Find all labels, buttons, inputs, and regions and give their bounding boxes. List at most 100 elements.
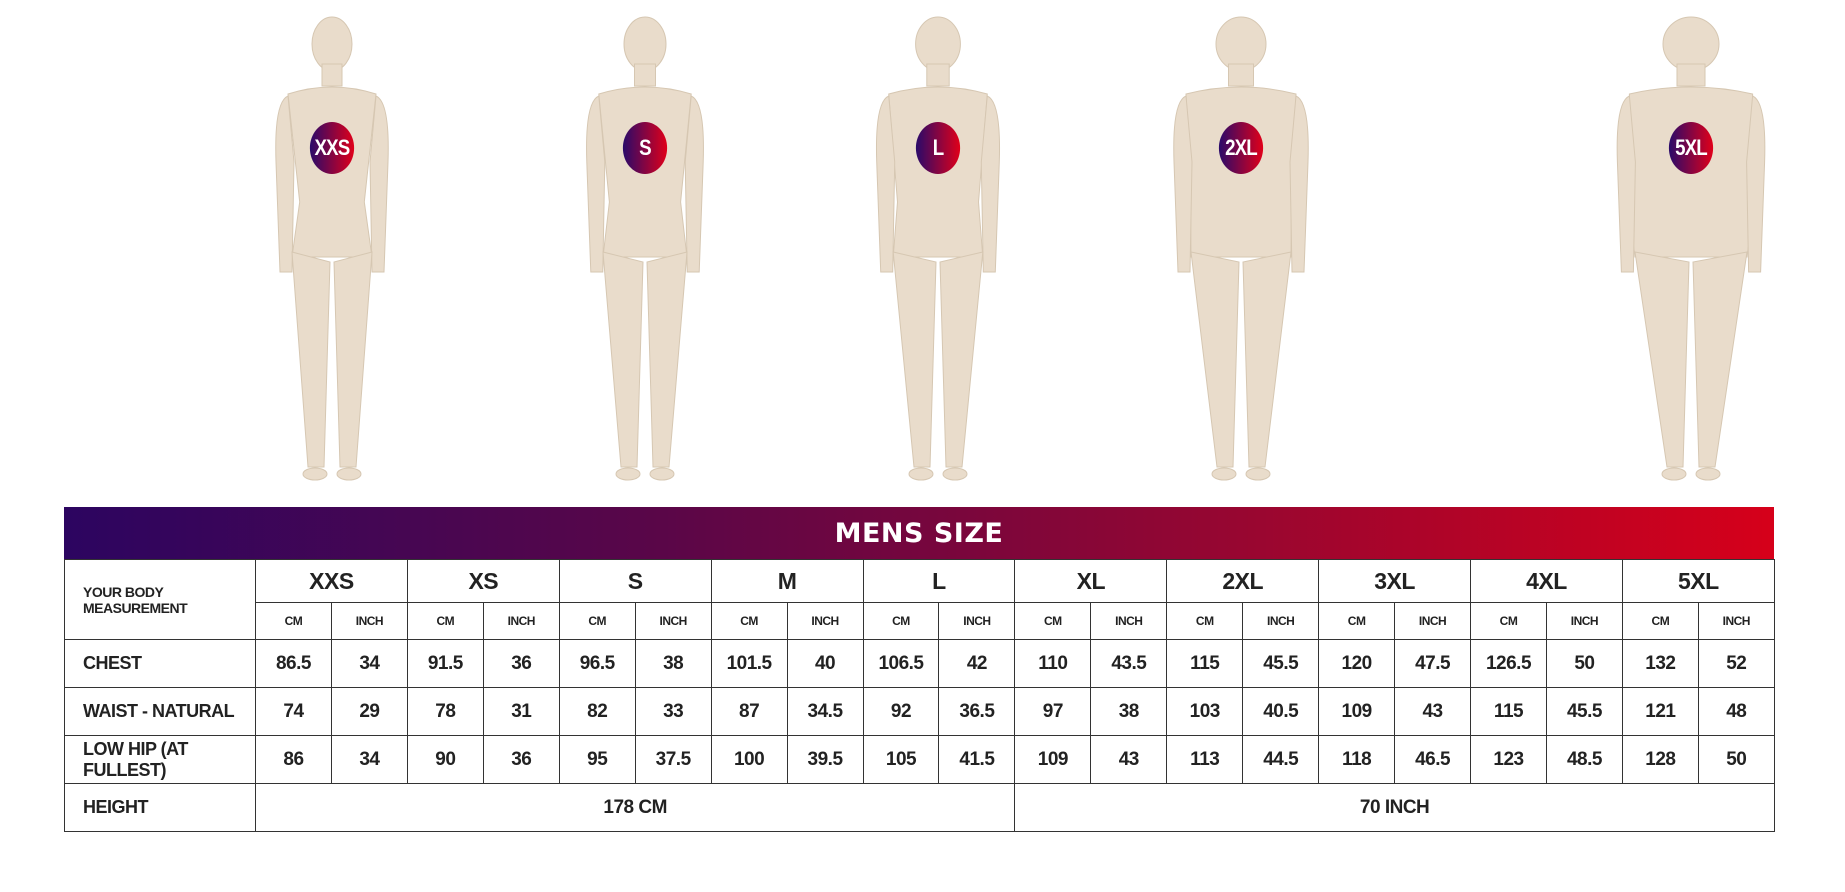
- table-cell: 34.5: [786, 687, 864, 736]
- table-cell: 120: [1318, 639, 1396, 688]
- unit-cm: CM: [862, 602, 940, 640]
- table-cell: 43.5: [1090, 639, 1168, 688]
- table-cell: 45.5: [1242, 639, 1320, 688]
- unit-cm: CM: [1014, 602, 1092, 640]
- table-cell: 47.5: [1394, 639, 1472, 688]
- table-cell: 48.5: [1545, 735, 1623, 784]
- unit-inch: INCH: [1242, 602, 1320, 640]
- table-cell: 42: [938, 639, 1016, 688]
- table-cell: 105: [862, 735, 940, 784]
- table-cell: 115: [1470, 687, 1547, 736]
- table-cell: 41.5: [938, 735, 1016, 784]
- table-cell: 36: [482, 639, 560, 688]
- mannequin-icon: [875, 16, 1001, 481]
- size-header: XS: [406, 559, 560, 603]
- table-cell: 118: [1318, 735, 1396, 784]
- size-badge: 2XL: [1218, 122, 1264, 174]
- table-cell: 95: [558, 735, 636, 784]
- table-cell: 103: [1166, 687, 1244, 736]
- table-cell: 45.5: [1545, 687, 1623, 736]
- size-badge: S: [622, 122, 668, 174]
- table-cell: 33: [634, 687, 712, 736]
- size-header: 3XL: [1318, 559, 1472, 603]
- table-cell: 44.5: [1242, 735, 1320, 784]
- mannequin-icon: [586, 16, 704, 481]
- table-cell: 86: [255, 735, 332, 784]
- table-cell: 34: [330, 639, 408, 688]
- table-cell: 97: [1014, 687, 1092, 736]
- corner-label: YOUR BODY MEASUREMENT: [64, 559, 256, 640]
- table-cell: 74: [255, 687, 332, 736]
- table-cell: 40: [786, 639, 864, 688]
- unit-header-row: CM INCH CM INCH CM INCH CM INCH CM INCH CM INCH CM IN…: [65, 602, 1775, 640]
- table-cell: 43: [1394, 687, 1472, 736]
- size-badge: XXS: [309, 122, 355, 174]
- table-cell: 109: [1014, 735, 1092, 784]
- size-header: M: [710, 559, 864, 603]
- unit-inch: INCH: [1394, 602, 1472, 640]
- mannequin-figure: L: [848, 12, 1028, 482]
- unit-cm: CM: [255, 602, 332, 640]
- table-cell: 91.5: [406, 639, 484, 688]
- table-cell: 46.5: [1394, 735, 1472, 784]
- table-cell: 87: [710, 687, 788, 736]
- unit-inch: INCH: [786, 602, 864, 640]
- height-inch: 70 INCH: [1014, 783, 1775, 832]
- unit-cm: CM: [710, 602, 788, 640]
- unit-cm: CM: [406, 602, 484, 640]
- table-cell: 48: [1697, 687, 1775, 736]
- unit-cm: CM: [558, 602, 636, 640]
- size-header: XXS: [255, 559, 408, 603]
- table-cell: 92: [862, 687, 940, 736]
- unit-inch: INCH: [1697, 602, 1775, 640]
- table-cell: 39.5: [786, 735, 864, 784]
- unit-cm: CM: [1166, 602, 1244, 640]
- mannequin-figure: 5XL: [1601, 12, 1781, 482]
- mannequin-icon: [275, 16, 389, 481]
- table-cell: 115: [1166, 639, 1244, 688]
- mannequin-figure: S: [555, 12, 735, 482]
- table-cell: 38: [634, 639, 712, 688]
- table-row: CHEST 86.5 34 91.5 36 96.5 38 101.5 40 106.5 42 110…: [64, 639, 1775, 688]
- table-cell: 96.5: [558, 639, 636, 688]
- table-cell: 34: [330, 735, 408, 784]
- table-cell: 52: [1697, 639, 1775, 688]
- mannequin-figure: 2XL: [1151, 12, 1331, 482]
- table-cell: 123: [1470, 735, 1547, 784]
- table-cell: 50: [1545, 639, 1623, 688]
- table-row: LOW HIP (AT FULLEST) 86 34 90 36 95 37.5 100 39.…: [64, 735, 1775, 784]
- unit-inch: INCH: [330, 602, 408, 640]
- unit-inch: INCH: [1545, 602, 1623, 640]
- table-row: WAIST - NATURAL 74 29 78 31 82 33 87 34.5 92 36.5 9…: [64, 687, 1775, 736]
- size-badge: L: [915, 122, 961, 174]
- size-header: 4XL: [1470, 559, 1623, 603]
- table-cell: 100: [710, 735, 788, 784]
- table-cell: 109: [1318, 687, 1396, 736]
- size-badge: 5XL: [1668, 122, 1714, 174]
- table-cell: 31: [482, 687, 560, 736]
- row-label: WAIST - NATURAL: [64, 687, 256, 736]
- height-row: HEIGHT 178 CM 70 INCH: [64, 783, 1775, 832]
- size-table: YOUR BODY MEASUREMENT XXS XS S M L XL 2XL 3XL 4XL…: [64, 559, 1775, 832]
- table-cell: 36: [482, 735, 560, 784]
- mannequin-icon: [1616, 16, 1766, 481]
- chart-title: MENS SIZE: [64, 507, 1774, 559]
- size-header-row: YOUR BODY MEASUREMENT XXS XS S M L XL 2XL 3XL 4XL…: [64, 559, 1775, 640]
- table-cell: 126.5: [1470, 639, 1547, 688]
- row-label: HEIGHT: [64, 783, 256, 832]
- unit-inch: INCH: [1090, 602, 1168, 640]
- size-header: XL: [1014, 559, 1168, 603]
- row-label: CHEST: [64, 639, 256, 688]
- unit-cm: CM: [1621, 602, 1699, 640]
- unit-cm: CM: [1470, 602, 1547, 640]
- table-cell: 101.5: [710, 639, 788, 688]
- mannequin-figure: XXS: [242, 12, 422, 482]
- unit-inch: INCH: [634, 602, 712, 640]
- table-cell: 90: [406, 735, 484, 784]
- table-cell: 110: [1014, 639, 1092, 688]
- table-cell: 82: [558, 687, 636, 736]
- unit-cm: CM: [1318, 602, 1396, 640]
- size-header: 5XL: [1621, 559, 1775, 603]
- table-cell: 86.5: [255, 639, 332, 688]
- height-cm: 178 CM: [254, 783, 1016, 832]
